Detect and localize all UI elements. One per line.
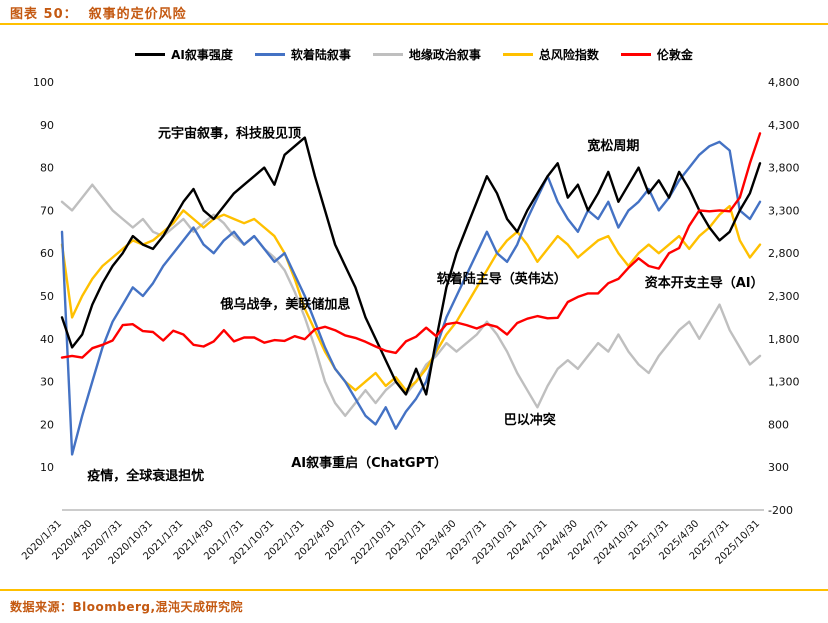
right-tick: 1,800 [768,333,800,346]
series-line-0 [60,136,762,396]
annotation: 资本开支主导（AI） [645,275,764,291]
legend-swatch-icon [254,53,285,56]
footer-rule [0,589,828,591]
left-tick: 100 [33,76,54,89]
right-tick: -200 [768,504,793,517]
left-tick: 30 [40,376,54,389]
right-tick: 3,800 [768,162,800,175]
series-line-2 [60,183,762,417]
legend-label: 伦敦金 [656,48,693,62]
right-tick: 2,300 [768,290,800,303]
legend-item-0: AI叙事强度 [135,46,233,63]
legend-swatch-icon [372,53,403,56]
legend-item-3: 总风险指数 [502,46,599,63]
chart-title: 图表 50： 叙事的定价风险 [10,7,187,22]
annotation: AI叙事重启（ChatGPT） [291,455,447,471]
legend-label: 地缘政治叙事 [408,48,481,62]
data-source: 数据来源：Bloomberg,混沌天成研究院 [10,600,244,614]
left-tick: 20 [40,418,54,431]
title-rule [0,23,828,25]
right-tick: 2,800 [768,247,800,260]
left-tick: 50 [40,290,54,303]
legend-label: AI叙事强度 [171,48,233,62]
left-axis-ticks: 100 90 80 70 60 50 40 30 20 10 [33,76,54,474]
right-axis-ticks: 4,800 4,300 3,800 3,300 2,800 2,300 1,800 1,300… [768,76,800,517]
left-tick: 70 [40,204,54,217]
left-tick: 80 [40,162,54,175]
left-tick: 90 [40,119,54,132]
series-lines [60,132,762,456]
series-line-4 [60,132,762,359]
right-tick: 300 [768,461,789,474]
annotation: 宽松周期 [586,138,639,154]
series-line-1 [60,140,762,456]
legend-swatch-icon [135,53,166,56]
right-tick: 4,800 [768,76,800,89]
right-tick: 1,300 [768,376,800,389]
series-line-3 [60,204,762,392]
annotation: 软着陆主导（英伟达） [437,271,567,287]
chart-legend: AI叙事强度 软着陆叙事 地缘政治叙事 总风险指数 伦敦金 [0,46,828,63]
right-tick: 3,300 [768,204,800,217]
annotation: 巴以冲突 [504,412,556,428]
annotation: 疫情，全球衰退担忧 [87,468,204,484]
right-tick: 4,300 [768,119,800,132]
legend-swatch-icon [620,53,651,56]
left-tick: 10 [40,461,54,474]
annotation: 俄乌战争，美联储加息 [219,297,350,313]
annotation: 元宇宙叙事，科技股见顶 [158,125,301,141]
legend-item-4: 伦敦金 [620,46,693,63]
legend-swatch-icon [502,53,533,56]
legend-label: 总风险指数 [538,48,599,62]
legend-item-1: 软着陆叙事 [254,46,351,63]
left-tick: 40 [40,333,54,346]
right-tick: 800 [768,418,789,431]
legend-label: 软着陆叙事 [290,48,351,62]
legend-item-2: 地缘政治叙事 [372,46,481,63]
x-axis-ticks: 2020/1/312020/4/302020/7/312020/10/31202… [20,518,762,567]
left-tick: 60 [40,247,54,260]
